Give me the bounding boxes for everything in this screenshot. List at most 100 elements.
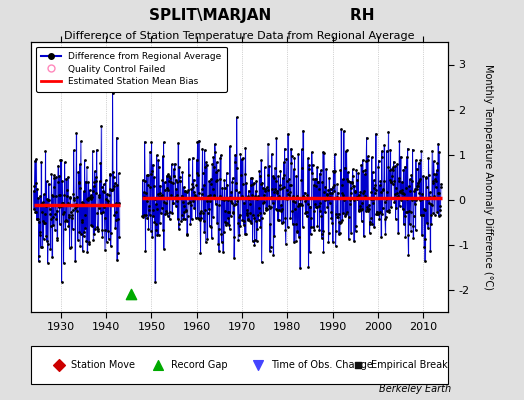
Point: [227, 189, 235, 195]
Point: [89, 148, 97, 154]
Point: [91, 226, 100, 232]
Point: [157, 210, 165, 216]
Point: [179, 216, 187, 222]
Point: [352, 167, 361, 174]
Point: [240, 217, 248, 224]
Point: [363, 204, 371, 210]
Point: [296, 196, 304, 202]
Point: [188, 154, 196, 161]
Point: [51, 192, 60, 199]
Point: [302, 209, 311, 215]
Point: [190, 205, 198, 211]
Point: [257, 181, 265, 187]
Point: [34, 216, 42, 222]
Point: [63, 199, 72, 206]
Point: [430, 170, 438, 177]
Point: [71, 258, 80, 265]
Point: [299, 223, 307, 230]
Point: [216, 152, 225, 158]
Point: [263, 206, 271, 212]
Point: [228, 178, 236, 185]
Point: [178, 169, 187, 176]
Point: [73, 193, 81, 200]
Point: [303, 201, 312, 208]
Point: [300, 195, 309, 202]
Point: [367, 188, 376, 195]
Point: [32, 156, 40, 162]
Point: [184, 200, 192, 206]
Point: [166, 216, 174, 222]
Point: [326, 186, 335, 192]
Point: [365, 230, 374, 236]
Point: [244, 217, 252, 224]
Point: [327, 208, 335, 215]
Point: [414, 183, 422, 189]
Point: [269, 188, 278, 195]
Point: [189, 197, 197, 204]
Point: [392, 205, 400, 211]
Point: [57, 203, 65, 210]
Point: [82, 238, 90, 244]
Point: [326, 199, 334, 206]
Point: [370, 184, 379, 191]
Point: [187, 202, 195, 208]
Point: [200, 182, 208, 188]
Point: [292, 238, 300, 244]
Point: [296, 202, 304, 208]
Point: [381, 215, 389, 222]
Point: [387, 204, 395, 210]
Point: [59, 200, 67, 206]
Point: [183, 231, 191, 238]
Point: [172, 202, 180, 209]
Point: [404, 232, 412, 239]
Point: [160, 198, 168, 205]
Point: [431, 176, 440, 183]
Point: [283, 196, 291, 202]
Point: [254, 193, 263, 200]
Point: [35, 253, 43, 259]
Point: [408, 197, 417, 204]
Point: [167, 192, 176, 198]
Point: [64, 212, 73, 218]
Point: [40, 220, 48, 226]
Point: [90, 183, 98, 189]
Point: [91, 168, 99, 175]
Point: [279, 218, 287, 225]
Point: [87, 222, 95, 228]
FancyBboxPatch shape: [31, 346, 448, 384]
Point: [142, 212, 150, 218]
Point: [190, 176, 198, 183]
Point: [392, 194, 401, 200]
Point: [36, 193, 45, 199]
Point: [314, 179, 322, 186]
Point: [353, 196, 361, 202]
Point: [159, 227, 167, 233]
Point: [331, 168, 340, 174]
Point: [249, 180, 258, 186]
Point: [202, 198, 211, 204]
Point: [412, 197, 421, 203]
Point: [198, 190, 206, 197]
Point: [264, 187, 272, 193]
Point: [97, 184, 106, 190]
Point: [324, 186, 332, 193]
Point: [110, 183, 118, 190]
Point: [96, 210, 105, 216]
Point: [278, 185, 287, 191]
Point: [414, 178, 423, 184]
Point: [188, 181, 196, 187]
Point: [342, 147, 351, 154]
Point: [303, 213, 311, 220]
Point: [276, 186, 285, 192]
Point: [155, 232, 163, 238]
Point: [433, 160, 442, 166]
Point: [323, 190, 331, 197]
Point: [297, 176, 305, 183]
Point: [35, 258, 43, 264]
Point: [150, 219, 159, 225]
Point: [334, 190, 342, 196]
Point: [397, 197, 406, 203]
Point: [179, 198, 187, 205]
Point: [272, 190, 281, 196]
Point: [67, 202, 75, 208]
